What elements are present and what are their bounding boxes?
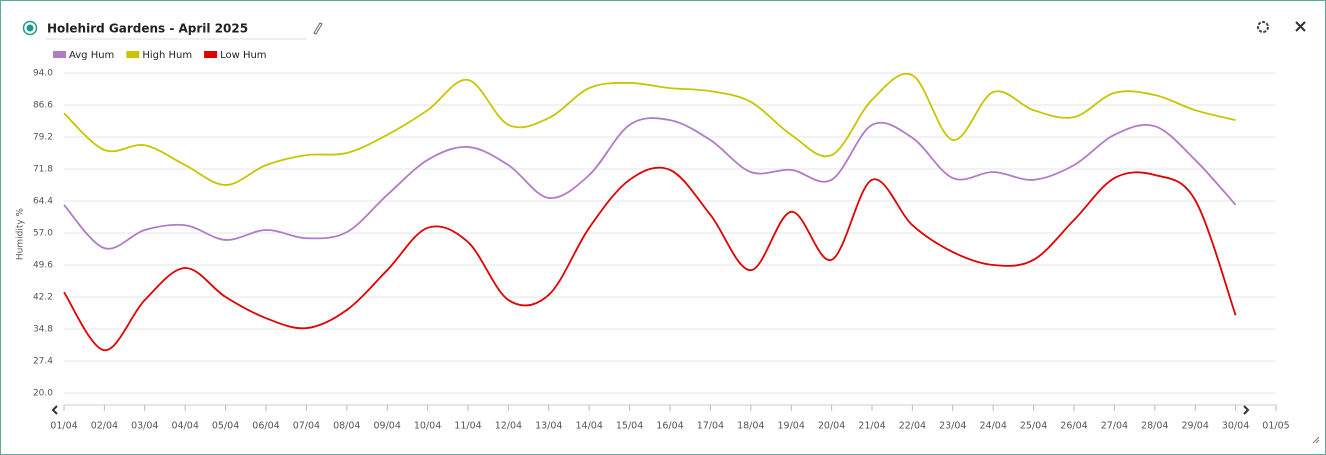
legend-swatch	[53, 51, 66, 58]
y-tick-label: 57.0	[33, 229, 53, 239]
series-line	[63, 72, 1236, 186]
x-tick-label: 14/04	[576, 421, 603, 432]
x-tick-label: 29/04	[1182, 421, 1209, 432]
x-tick-label: 07/04	[293, 421, 320, 432]
x-tick-label: 19/04	[778, 421, 805, 432]
y-tick-label: 71.8	[33, 165, 53, 175]
x-tick-label: 26/04	[1060, 421, 1087, 432]
edit-icon[interactable]	[313, 22, 323, 35]
x-tick-label: 18/04	[737, 421, 764, 432]
x-tick-label: 05/04	[212, 421, 239, 432]
x-tick-label: 01/05	[1262, 421, 1289, 432]
y-tick-label: 49.6	[33, 261, 53, 271]
resize-handle[interactable]	[1312, 436, 1320, 444]
x-tick-label: 01/04	[50, 421, 77, 432]
x-tick-label: 02/04	[91, 421, 118, 432]
y-tick-label: 94.0	[33, 69, 53, 79]
x-tick-label: 04/04	[172, 421, 199, 432]
x-tick-label: 28/04	[1141, 421, 1168, 432]
close-icon[interactable]	[1295, 21, 1306, 32]
y-tick-label: 79.2	[33, 133, 53, 143]
x-tick-label: 23/04	[939, 421, 966, 432]
x-tick-label: 08/04	[333, 421, 360, 432]
y-tick-label: 42.2	[33, 293, 53, 303]
scroll-left[interactable]	[51, 405, 58, 415]
x-tick-label: 06/04	[252, 421, 279, 432]
y-tick-label: 27.4	[33, 357, 53, 367]
x-tick-label: 12/04	[495, 421, 522, 432]
x-tick-label: 10/04	[414, 421, 441, 432]
x-tick-label: 27/04	[1101, 421, 1128, 432]
status-dot	[26, 24, 34, 32]
x-tick-label: 15/04	[616, 421, 643, 432]
x-tick-label: 25/04	[1020, 421, 1047, 432]
legend-label: High Hum	[142, 50, 192, 61]
x-tick-label: 21/04	[858, 421, 885, 432]
x-tick-label: 22/04	[899, 421, 926, 432]
x-tick-label: 11/04	[454, 421, 481, 432]
x-tick-label: 24/04	[980, 421, 1007, 432]
legend-label: Avg Hum	[69, 50, 114, 61]
x-tick-label: 03/04	[131, 421, 158, 432]
y-tick-label: 86.6	[33, 101, 53, 111]
x-tick-label: 30/04	[1222, 421, 1249, 432]
y-tick-label: 20.0	[33, 389, 53, 399]
legend-label: Low Hum	[220, 50, 266, 61]
y-axis-label: Humidity %	[16, 207, 26, 260]
y-tick-label: 34.8	[33, 325, 53, 335]
settings-icon[interactable]	[1257, 21, 1269, 33]
x-tick-label: 17/04	[697, 421, 724, 432]
x-tick-label: 20/04	[818, 421, 845, 432]
chart-title: Holehird Gardens - April 2025	[47, 22, 248, 36]
series-line	[63, 166, 1237, 352]
legend-swatch	[126, 51, 140, 58]
status-icon	[22, 20, 38, 36]
y-tick-label: 64.4	[33, 197, 53, 207]
legend-swatch	[204, 51, 218, 58]
series-line	[63, 117, 1237, 250]
x-tick-label: 13/04	[535, 421, 562, 432]
x-tick-label: 16/04	[656, 421, 683, 432]
scroll-right[interactable]	[1243, 405, 1250, 415]
x-tick-label: 09/04	[374, 421, 401, 432]
